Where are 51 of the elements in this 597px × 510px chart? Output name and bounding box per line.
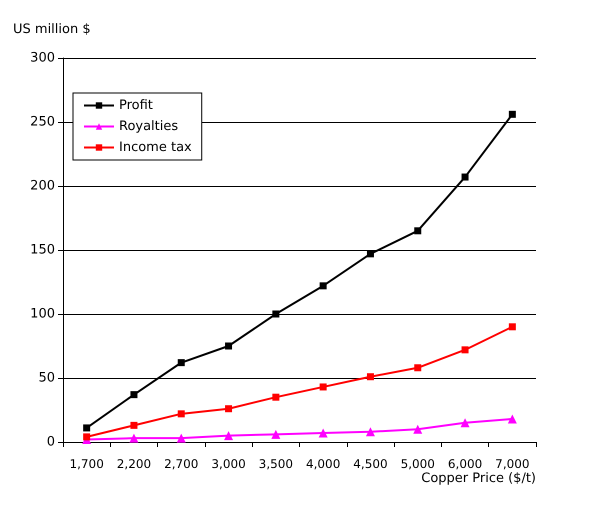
- point: [508, 323, 516, 330]
- x-tick-label: 1,700: [69, 457, 104, 471]
- point: [129, 434, 138, 443]
- y-axis-title: US million $: [13, 22, 91, 37]
- x-tick-label: 2,700: [164, 457, 198, 471]
- point: [508, 110, 516, 118]
- point: [271, 430, 280, 439]
- x-tick-label: 7,000: [495, 457, 530, 471]
- x-tick-label: 3,000: [211, 457, 246, 471]
- point: [176, 434, 186, 443]
- point: [508, 414, 517, 424]
- point: [130, 391, 138, 398]
- point: [366, 373, 374, 380]
- point: [272, 394, 280, 401]
- point: [178, 359, 185, 366]
- x-tick-label: 2,200: [116, 457, 152, 471]
- y-tick-label: 200: [30, 178, 55, 194]
- point: [460, 418, 470, 428]
- point: [178, 410, 185, 418]
- y-tick-label: 50: [38, 370, 55, 386]
- legend-label: Profit: [119, 98, 153, 113]
- x-tick-label: 5,000: [400, 457, 435, 471]
- x-tick-label: 6,000: [448, 457, 482, 471]
- point: [366, 250, 374, 258]
- point: [130, 422, 138, 429]
- x-tick-label: 4,500: [353, 457, 388, 471]
- point: [413, 424, 422, 434]
- point: [462, 346, 469, 354]
- x-axis-title: Copper Price ($/t): [421, 471, 536, 486]
- y-tick-label: 250: [30, 114, 55, 130]
- point: [414, 364, 422, 372]
- legend-label: Royalties: [119, 119, 178, 134]
- y-tick-label: 300: [30, 50, 55, 66]
- point: [272, 310, 280, 318]
- point: [318, 428, 328, 438]
- point: [462, 174, 469, 181]
- point: [225, 405, 232, 412]
- point: [83, 424, 90, 432]
- point: [414, 227, 422, 234]
- legend-label: Income tax: [119, 140, 192, 155]
- point: [320, 383, 327, 390]
- x-tick-label: 4,000: [306, 457, 340, 471]
- y-tick-label: 100: [30, 306, 55, 322]
- point: [366, 427, 375, 436]
- point: [224, 431, 234, 440]
- x-tick-label: 3,500: [258, 457, 294, 471]
- y-tick-label: 150: [30, 242, 55, 258]
- point: [320, 282, 327, 290]
- point: [83, 433, 90, 440]
- point: [225, 342, 232, 350]
- y-tick-label: 0: [46, 434, 55, 450]
